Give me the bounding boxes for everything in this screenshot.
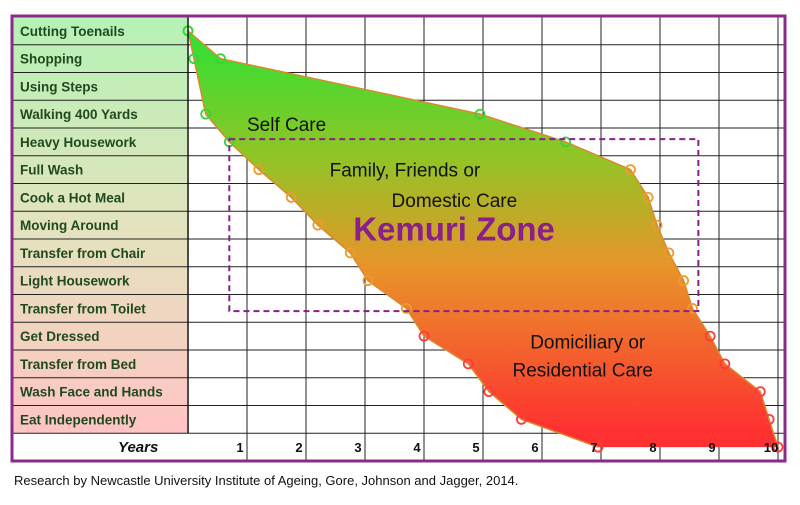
category-label: Get Dressed [20, 329, 100, 344]
x-tick-label: 4 [413, 440, 421, 455]
x-tick-labels: 1 2 3 4 5 6 7 8 9 10 [236, 440, 778, 455]
zone-label: Family, Friends or [330, 161, 481, 182]
x-tick-label: 5 [472, 440, 479, 455]
x-tick-label: 6 [531, 440, 538, 455]
zone-annotations: Self Care Family, Friends or Domestic Care… [247, 115, 653, 382]
x-tick-label: 2 [295, 440, 302, 455]
data-point [678, 275, 689, 287]
category-panel [13, 17, 187, 433]
data-point [215, 53, 226, 65]
data-point [763, 413, 775, 425]
category-label: Wash Face and Hands [20, 385, 163, 400]
data-point [253, 164, 265, 176]
data-point [592, 441, 604, 453]
data-point [200, 108, 212, 120]
data-point [483, 386, 495, 398]
zone-label: Domestic Care [392, 191, 518, 212]
data-point [754, 386, 766, 398]
category-label: Using Steps [20, 79, 98, 94]
data-point [285, 191, 297, 203]
data-point [400, 302, 412, 314]
category-label: Transfer from Toilet [20, 301, 146, 316]
data-point [462, 358, 474, 370]
zone-label: Residential Care [513, 360, 653, 381]
data-point [642, 191, 654, 203]
care-need-area [188, 30, 778, 448]
category-label: Transfer from Chair [20, 246, 146, 261]
data-point [625, 164, 636, 176]
data-point [344, 247, 356, 259]
x-tick-label: 9 [708, 440, 715, 455]
disability-timeline-chart: Cutting Toenails Shopping Using Steps Walki… [10, 14, 787, 463]
x-tick-label: 10 [764, 440, 778, 455]
kemuri-zone-box [228, 138, 700, 313]
chart-border [10, 14, 787, 463]
category-label: Heavy Housework [20, 135, 137, 150]
data-point [312, 219, 324, 231]
data-point [188, 53, 200, 65]
data-point [651, 219, 663, 231]
data-point [687, 302, 698, 314]
x-tick-label: 3 [354, 440, 361, 455]
data-point [474, 108, 486, 120]
category-label: Moving Around [20, 218, 118, 233]
data-point [663, 247, 675, 259]
category-labels: Cutting Toenails Shopping Using Steps Walki… [20, 24, 163, 428]
category-label: Full Wash [20, 163, 83, 178]
category-label: Walking 400 Yards [20, 107, 138, 122]
category-label: Transfer from Bed [20, 357, 136, 372]
data-point [418, 330, 430, 342]
early-boundary-line [187, 30, 599, 448]
x-tick-label: 7 [590, 440, 597, 455]
source-caption: Research by Newcastle University Institu… [14, 473, 519, 488]
category-label: Cutting Toenails [20, 24, 125, 39]
zone-label: Domiciliary or [530, 333, 646, 354]
x-tick-label: 8 [649, 440, 656, 455]
data-point [515, 413, 527, 425]
category-label: Shopping [20, 52, 82, 67]
x-tick-label: 1 [236, 440, 243, 455]
data-point [362, 275, 374, 287]
late-boundary-line [187, 30, 779, 448]
zone-label: Self Care [247, 115, 326, 136]
category-label: Eat Independently [20, 412, 137, 427]
category-label: Cook a Hot Meal [20, 190, 125, 205]
data-point [772, 441, 784, 453]
data-point [560, 136, 571, 148]
kemuri-zone-label: Kemuri Zone [353, 210, 555, 247]
data-point [719, 358, 731, 370]
x-axis-label: Years [118, 439, 158, 456]
category-label: Light Housework [20, 274, 130, 289]
data-markers [182, 25, 784, 453]
data-point [704, 330, 716, 342]
